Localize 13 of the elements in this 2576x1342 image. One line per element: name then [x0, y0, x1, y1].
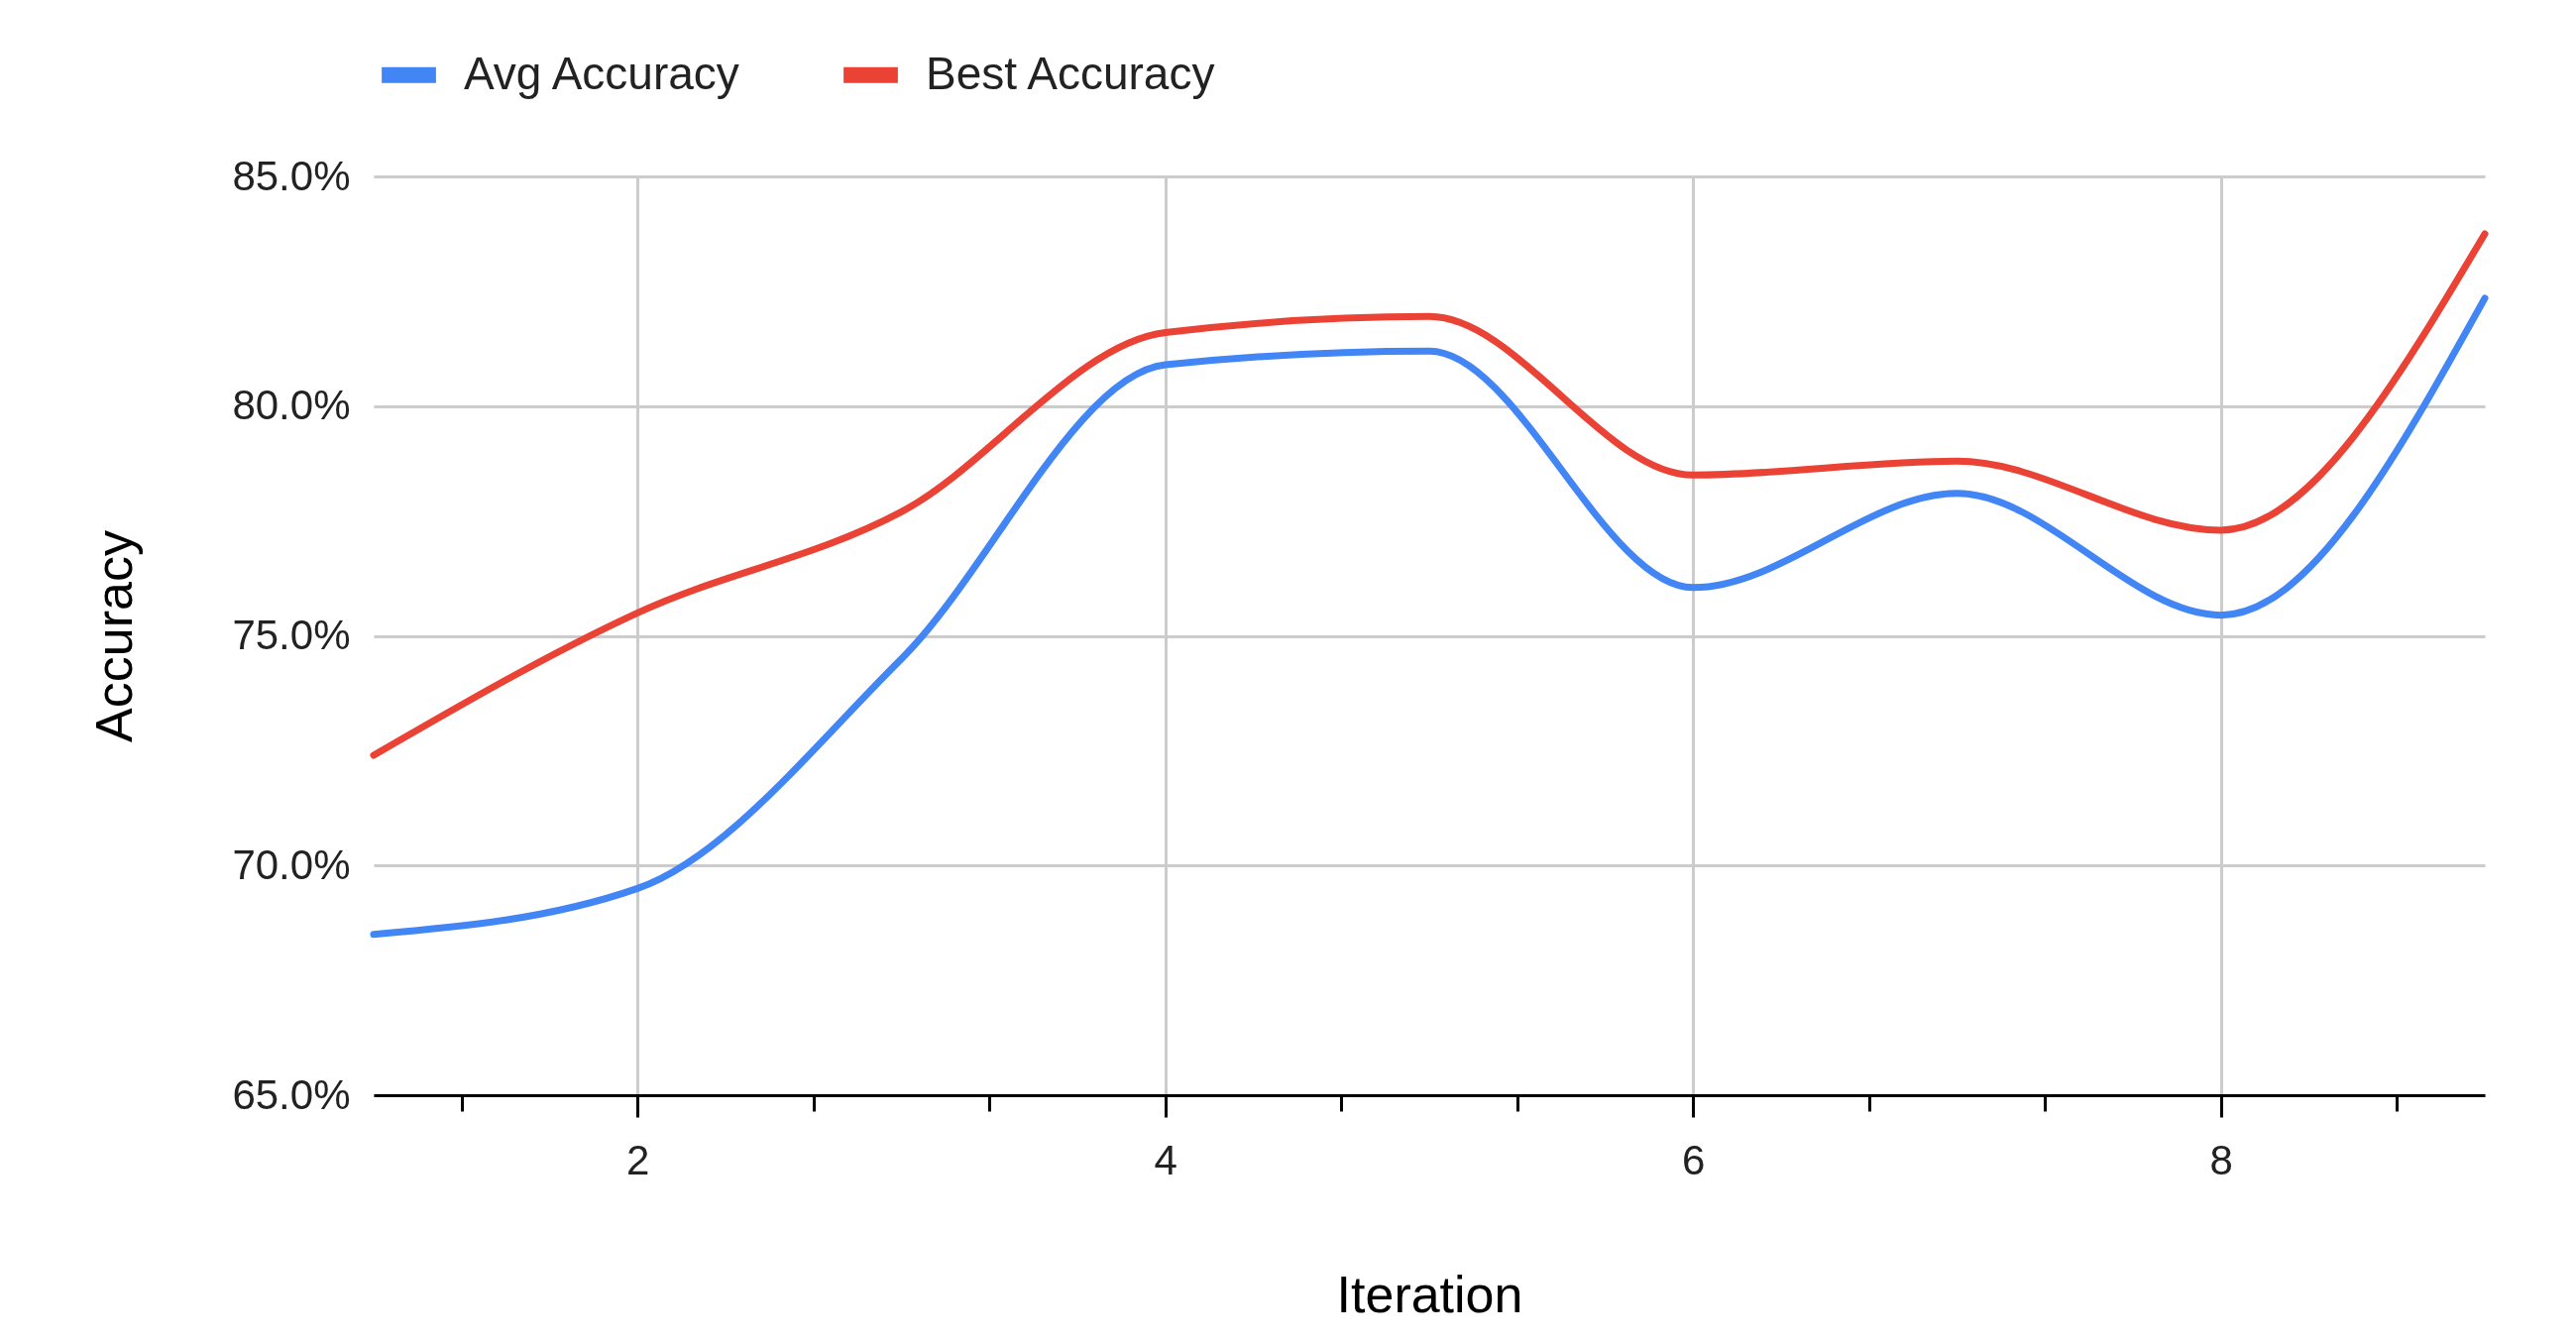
x-tick-label: 2 [626, 1136, 650, 1183]
legend-label: Best Accuracy [926, 47, 1215, 99]
x-axis-title: Iteration [1336, 1265, 1523, 1323]
x-tick-label: 6 [1682, 1136, 1706, 1183]
legend-label: Avg Accuracy [464, 47, 739, 99]
y-tick-label: 85.0% [232, 152, 351, 199]
x-tick-label: 8 [2209, 1136, 2233, 1183]
y-tick-label: 75.0% [232, 612, 351, 658]
y-tick-label: 80.0% [232, 382, 351, 429]
x-tick-label: 4 [1154, 1136, 1177, 1183]
y-axis-title: Accuracy [85, 530, 144, 742]
y-tick-label: 70.0% [232, 840, 351, 888]
y-tick-label: 65.0% [232, 1070, 351, 1118]
